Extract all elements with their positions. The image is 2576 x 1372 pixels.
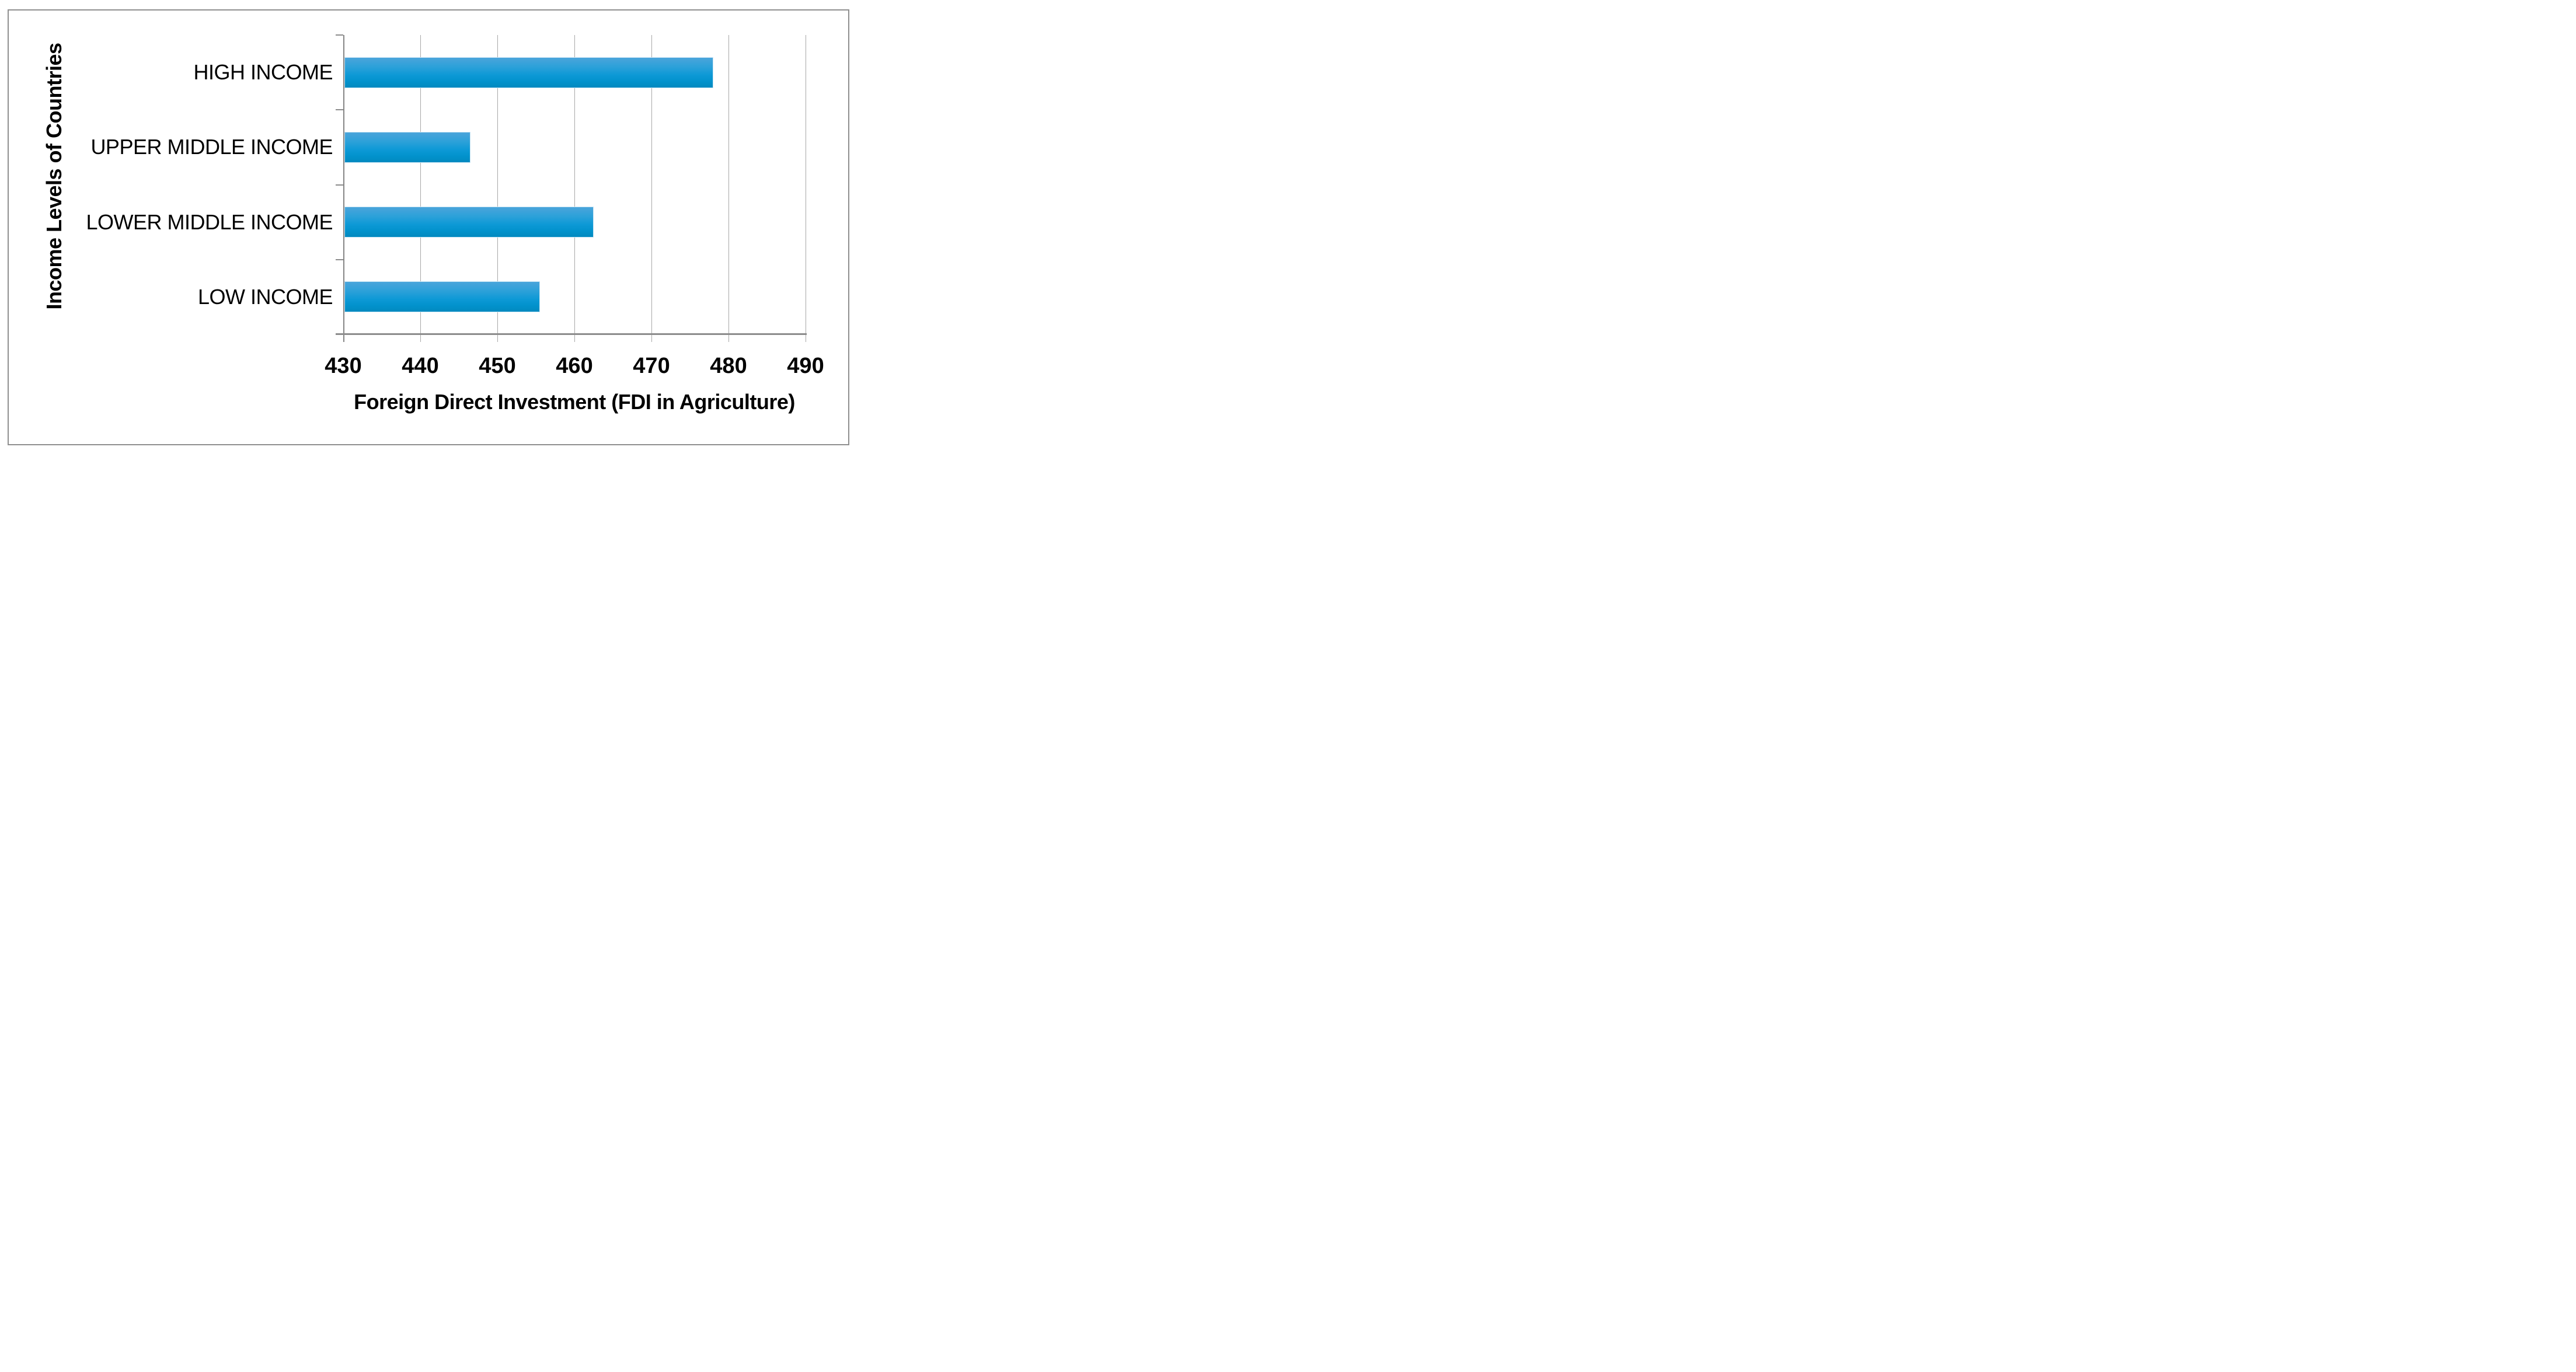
- x-tick-label-450: 450: [479, 354, 516, 378]
- category-label-low-income: LOW INCOME: [197, 284, 333, 309]
- y-axis-title: Income Levels of Countries: [42, 43, 66, 310]
- gridline-x-460: [574, 35, 575, 342]
- category-axis-tick: [336, 184, 343, 186]
- bar-upper-middle-income: [344, 131, 470, 163]
- category-axis-tick: [336, 259, 343, 260]
- chart-canvas: Income Levels of Countries HIGH INCOME UP…: [0, 0, 859, 458]
- value-axis-line: [336, 333, 807, 335]
- x-tick-label-480: 480: [710, 354, 747, 378]
- gridline-x-480: [728, 35, 729, 342]
- x-tick-label-440: 440: [402, 354, 439, 378]
- category-label-high-income: HIGH INCOME: [193, 60, 333, 85]
- gridline-x-470: [651, 35, 652, 342]
- bar-low-income: [344, 281, 540, 313]
- bar-high-income: [344, 57, 713, 88]
- gridline-x-450: [497, 35, 498, 342]
- x-axis-title: Foreign Direct Investment (FDI in Agricu…: [354, 390, 795, 414]
- category-axis-tick: [336, 109, 343, 110]
- category-axis-tick: [336, 34, 343, 36]
- category-label-lower-middle-income: LOWER MIDDLE INCOME: [86, 210, 333, 234]
- x-tick-label-490: 490: [787, 354, 824, 378]
- category-axis-line: [343, 35, 344, 342]
- gridline-x-440: [420, 35, 421, 342]
- bar-lower-middle-income: [344, 207, 594, 238]
- plot-area: [336, 34, 807, 342]
- x-tick-label-470: 470: [633, 354, 670, 378]
- x-tick-label-460: 460: [556, 354, 593, 378]
- x-tick-label-430: 430: [325, 354, 362, 378]
- category-label-upper-middle-income: UPPER MIDDLE INCOME: [90, 135, 333, 159]
